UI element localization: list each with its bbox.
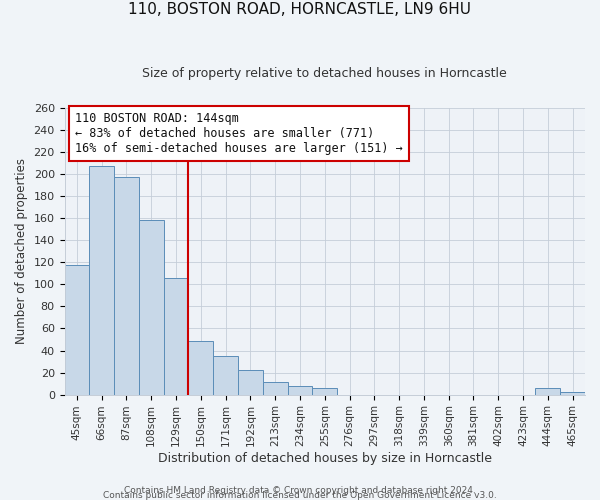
Bar [139, 220, 164, 394]
Text: Contains HM Land Registry data © Crown copyright and database right 2024.: Contains HM Land Registry data © Crown c… [124, 486, 476, 495]
Bar [213, 356, 238, 395]
Bar [313, 388, 337, 394]
Bar [89, 166, 114, 394]
Bar [263, 382, 287, 394]
Bar [65, 264, 89, 394]
X-axis label: Distribution of detached houses by size in Horncastle: Distribution of detached houses by size … [158, 452, 492, 465]
Y-axis label: Number of detached properties: Number of detached properties [15, 158, 28, 344]
Bar [238, 370, 263, 394]
Text: 110 BOSTON ROAD: 144sqm
← 83% of detached houses are smaller (771)
16% of semi-d: 110 BOSTON ROAD: 144sqm ← 83% of detache… [75, 112, 403, 156]
Bar [535, 388, 560, 394]
Bar [560, 392, 585, 394]
Text: 110, BOSTON ROAD, HORNCASTLE, LN9 6HU: 110, BOSTON ROAD, HORNCASTLE, LN9 6HU [128, 2, 472, 18]
Bar [287, 386, 313, 394]
Text: Contains public sector information licensed under the Open Government Licence v3: Contains public sector information licen… [103, 491, 497, 500]
Bar [114, 178, 139, 394]
Bar [164, 278, 188, 394]
Title: Size of property relative to detached houses in Horncastle: Size of property relative to detached ho… [142, 68, 507, 80]
Bar [188, 340, 213, 394]
